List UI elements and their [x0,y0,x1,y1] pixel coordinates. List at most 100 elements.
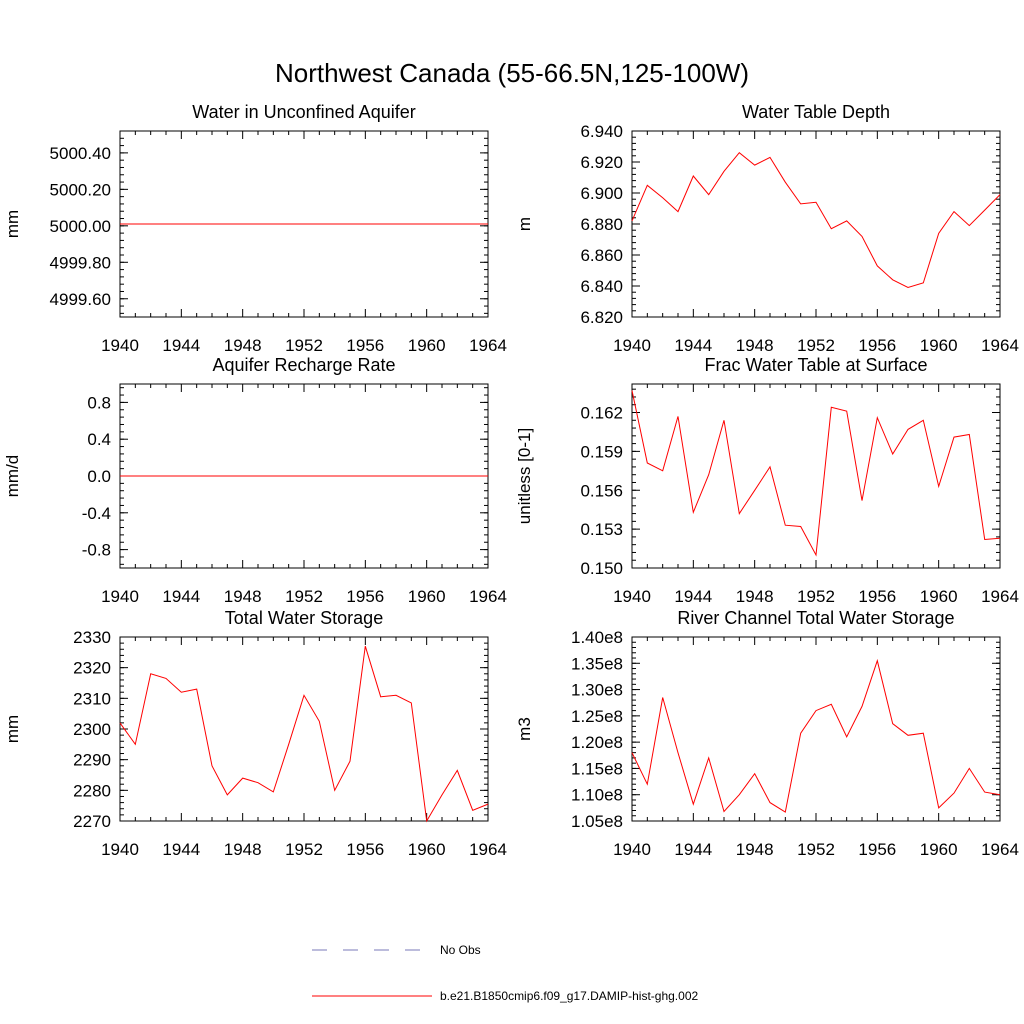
y-tick-label: 2290 [73,751,111,770]
y-tick-label: 0.156 [580,481,623,500]
y-axis-label: m [515,217,534,231]
y-tick-label: 2310 [73,689,111,708]
x-tick-label: 1956 [346,336,384,355]
y-tick-label: 6.840 [580,277,623,296]
series-line [631,152,1001,289]
x-tick-label: 1964 [469,336,507,355]
legend-label: b.e21.B1850cmip6.f09_g17.DAMIP-hist-ghg.… [440,989,698,1003]
y-tick-label: 6.880 [580,215,623,234]
y-tick-label: -0.8 [82,541,111,560]
x-tick-label: 1952 [797,840,835,859]
x-tick-label: 1960 [920,587,958,606]
legend-entry-2: b.e21.B1850cmip6.f09_g17.DAMIP-hist-ghg.… [312,989,698,1003]
series-line [119,646,489,823]
x-tick-label: 1956 [858,336,896,355]
x-tick-label: 1940 [613,587,651,606]
x-tick-label: 1940 [101,587,139,606]
y-tick-label: 2280 [73,781,111,800]
y-tick-label: 1.20e8 [571,733,623,752]
y-tick-label: -0.4 [82,504,111,523]
panel-title: Aquifer Recharge Rate [212,355,395,375]
y-tick-label: 2270 [73,812,111,831]
panel-6: River Channel Total Water Storage m3 1940 1… [515,608,1019,859]
y-tick-label: 5000.40 [50,144,111,163]
y-tick-label: 2330 [73,628,111,647]
y-tick-label: 0.8 [87,393,111,412]
y-tick-label: 0.0 [87,467,111,486]
panels: Water in Unconfined Aquifer mm 1940 1944 194… [3,102,1019,859]
x-tick-label: 1952 [285,840,323,859]
x-tick-label: 1952 [285,587,323,606]
panel-title: River Channel Total Water Storage [677,608,954,628]
y-tick-label: 1.30e8 [571,681,623,700]
legend-entry-1: No Obs [312,943,481,957]
y-tick-label: 5000.20 [50,180,111,199]
y-tick-label: 0.153 [580,520,623,539]
y-tick-label: 6.820 [580,308,623,327]
x-tick-label: 1944 [162,336,200,355]
x-tick-label: 1940 [613,840,651,859]
x-tick-label: 1964 [469,587,507,606]
y-axis-label: mm/d [3,455,22,498]
x-tick-label: 1956 [346,587,384,606]
panel-title: Frac Water Table at Surface [704,355,927,375]
x-tick-label: 1948 [224,840,262,859]
y-tick-label: 2320 [73,659,111,678]
x-tick-label: 1944 [674,840,712,859]
legend: No Obs b.e21.B1850cmip6.f09_g17.DAMIP-his… [312,943,698,1003]
plot-frame [631,636,1001,822]
x-tick-label: 1948 [736,840,774,859]
x-tick-label: 1964 [469,840,507,859]
legend-label: No Obs [440,943,481,957]
series-line [631,658,1001,813]
panel-title: Total Water Storage [225,608,383,628]
panel-4: Frac Water Table at Surface unitless [0-1… [515,355,1019,606]
y-axis-label: mm [3,715,22,743]
x-tick-label: 1964 [981,336,1019,355]
x-tick-label: 1944 [674,587,712,606]
panel-title: Water Table Depth [742,102,890,122]
x-tick-label: 1948 [736,587,774,606]
x-tick-label: 1956 [346,840,384,859]
y-tick-label: 0.4 [87,430,111,449]
x-tick-label: 1948 [224,336,262,355]
x-tick-label: 1964 [981,587,1019,606]
panel-title: Water in Unconfined Aquifer [192,102,415,122]
y-tick-label: 0.159 [580,442,623,461]
x-tick-label: 1940 [101,840,139,859]
panel-2: Water Table Depth m 1940 1944 1948 1952 1956 19… [515,102,1019,355]
y-tick-label: 1.25e8 [571,707,623,726]
y-tick-label: 4999.60 [50,290,111,309]
x-tick-label: 1940 [613,336,651,355]
x-tick-label: 1960 [920,336,958,355]
x-tick-label: 1944 [162,587,200,606]
y-tick-label: 6.860 [580,246,623,265]
x-tick-label: 1960 [408,587,446,606]
panel-1: Water in Unconfined Aquifer mm 1940 1944 194… [3,102,507,355]
x-tick-label: 1944 [162,840,200,859]
x-tick-label: 1948 [224,587,262,606]
y-tick-label: 6.940 [580,122,623,141]
y-tick-label: 1.35e8 [571,654,623,673]
x-tick-label: 1960 [408,336,446,355]
y-tick-label: 0.150 [580,559,623,578]
y-axis-label: unitless [0-1] [515,428,534,524]
panel-5: Total Water Storage mm 1940 1944 1948 1952 195… [3,608,507,859]
x-tick-label: 1960 [408,840,446,859]
x-tick-label: 1956 [858,840,896,859]
panel-3: Aquifer Recharge Rate mm/d 1940 1944 1948 195… [3,355,507,606]
x-tick-label: 1964 [981,840,1019,859]
x-tick-label: 1940 [101,336,139,355]
y-tick-label: 5000.00 [50,217,111,236]
y-tick-label: 1.10e8 [571,786,623,805]
x-tick-label: 1952 [797,336,835,355]
y-tick-label: 2300 [73,720,111,739]
y-tick-label: 1.05e8 [571,812,623,831]
x-tick-label: 1956 [858,587,896,606]
x-tick-label: 1952 [285,336,323,355]
x-tick-label: 1960 [920,840,958,859]
x-tick-label: 1944 [674,336,712,355]
series-line [631,390,1001,557]
x-tick-label: 1948 [736,336,774,355]
